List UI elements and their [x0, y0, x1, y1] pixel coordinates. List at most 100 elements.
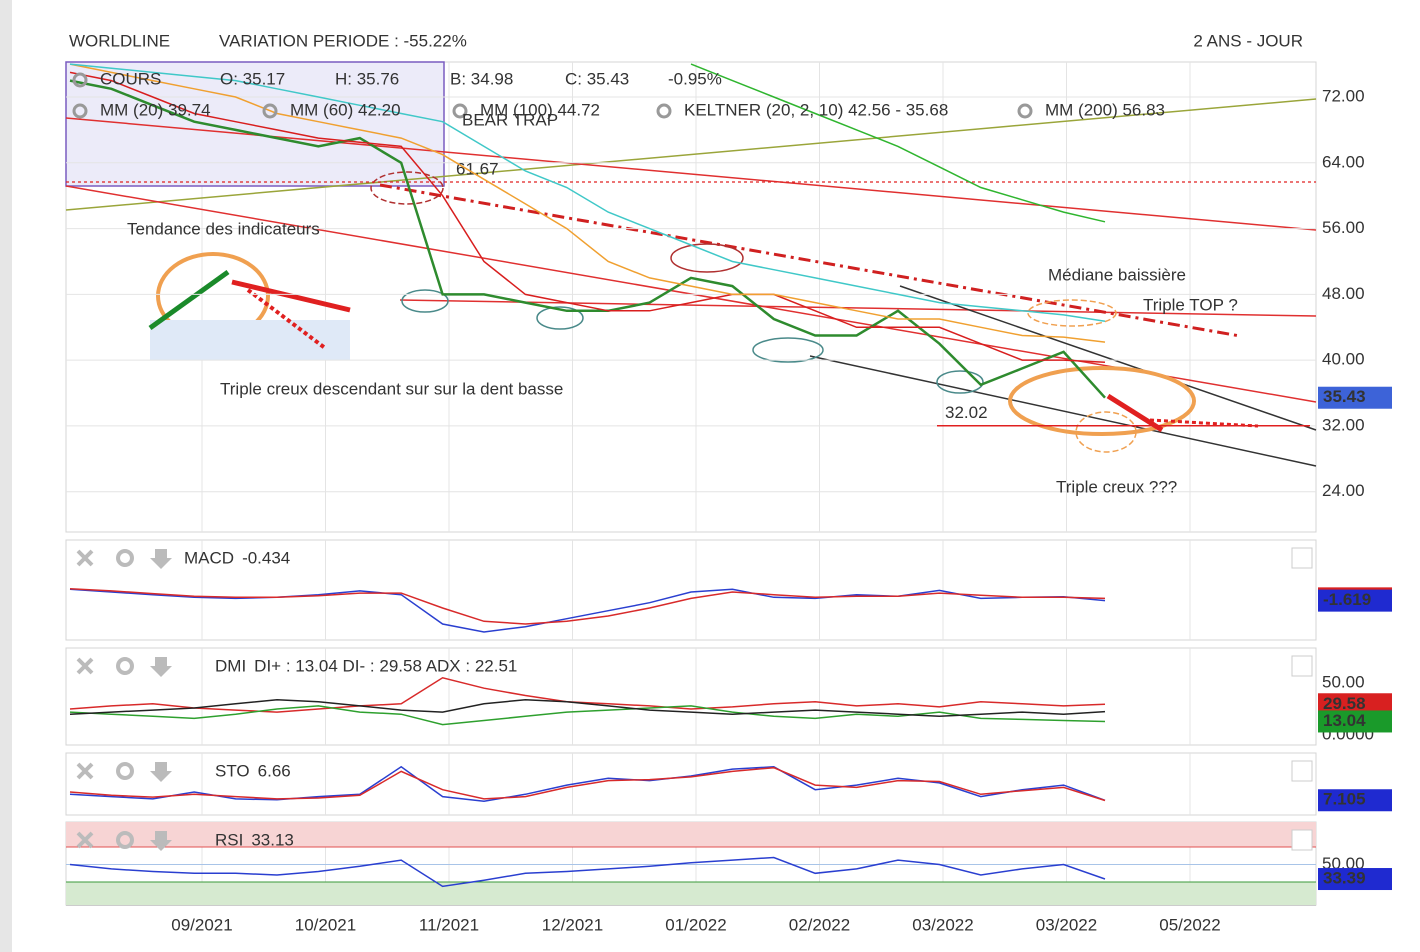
- panel-value: 33.13: [251, 830, 294, 849]
- settings-icon: [116, 549, 134, 567]
- value-label: 29.58: [1323, 694, 1366, 713]
- legend-title: COURS: [100, 69, 161, 88]
- legend-gear: [452, 103, 468, 119]
- y-tick-label: 32.00: [1322, 415, 1365, 434]
- annotation: BEAR TRAP: [462, 110, 558, 129]
- series-line: [690, 63, 1106, 223]
- period: 2 ANS - JOUR: [1193, 31, 1303, 50]
- value-box: [1318, 789, 1392, 812]
- highlight: [150, 320, 350, 360]
- trend-line: [65, 98, 1317, 211]
- median-line: [379, 183, 1241, 338]
- legend-entry: MM (100) 44.72: [480, 100, 600, 119]
- legend-entry: KELTNER (20, 2, 10) 42.56 - 35.68: [684, 100, 948, 119]
- x-tick-label: 12/2021: [542, 915, 603, 934]
- ellipse: [370, 171, 444, 205]
- ellipse: [1075, 411, 1137, 453]
- value-label: 35.43: [1323, 387, 1366, 406]
- resistance-line: [899, 285, 1317, 431]
- y-tick-label: 56.00: [1322, 218, 1365, 237]
- value-label: -1.619: [1323, 590, 1371, 609]
- ellipse: [536, 306, 584, 330]
- ellipse: [401, 289, 449, 313]
- value-box: [1318, 589, 1392, 612]
- ellipse: [1027, 299, 1117, 327]
- ellipse: [670, 243, 744, 273]
- ellipse: [936, 370, 984, 394]
- ohlc-item: H: 35.76: [335, 69, 399, 88]
- series-line: [69, 766, 1106, 802]
- arrow: [1106, 393, 1164, 433]
- level-label: 61.67: [456, 159, 499, 178]
- x-tick-label: 09/2021: [171, 915, 232, 934]
- x-axis-strip: [66, 905, 1316, 906]
- annotation: Tendance des indicateurs: [127, 219, 320, 238]
- ohlc-item: B: 34.98: [450, 69, 513, 88]
- close-icon: [76, 657, 94, 675]
- legend-gear: [1017, 103, 1033, 119]
- series-line: [69, 676, 1106, 713]
- series-line: [69, 63, 1106, 343]
- y-tick-label: 24.00: [1322, 481, 1365, 500]
- move-icon: [150, 657, 172, 677]
- ohlc-item: O: 35.17: [220, 69, 285, 88]
- arrow: [246, 288, 327, 350]
- level-label: 32.02: [945, 403, 988, 422]
- series-line: [69, 71, 1106, 364]
- variation: VARIATION PERIODE : -55.22%: [219, 31, 467, 50]
- x-tick-label: 10/2021: [295, 915, 356, 934]
- value-label: 13.04: [1323, 711, 1366, 730]
- y-tick-label: 48.00: [1322, 284, 1365, 303]
- close-icon: [76, 762, 94, 780]
- zone-high: [66, 822, 1316, 848]
- move-icon: [150, 831, 172, 851]
- ohlc-item: -0.95%: [668, 69, 722, 88]
- x-tick-label: 11/2021: [419, 915, 479, 934]
- checkbox: [1291, 655, 1313, 677]
- annotation: Triple creux ???: [1056, 477, 1177, 496]
- legend-gear: [72, 72, 88, 88]
- arrow: [231, 279, 351, 313]
- side-strip: [0, 0, 12, 952]
- y-tick-label: 72.00: [1322, 87, 1365, 106]
- value-box: [1318, 710, 1392, 733]
- arrow: [148, 269, 230, 331]
- x-tick-label: 03/2022: [912, 915, 973, 934]
- y-tick-label: 50.00: [1322, 673, 1365, 692]
- series-line: [69, 698, 1106, 718]
- legend-gear: [262, 103, 278, 119]
- checkbox: [1291, 547, 1313, 569]
- legend-entry: MM (200) 56.83: [1045, 100, 1165, 119]
- checkbox: [1291, 760, 1313, 782]
- series-line: [69, 588, 1106, 633]
- series-line: [69, 588, 1106, 625]
- legend-gear: [72, 103, 88, 119]
- value-box: [1318, 868, 1392, 891]
- value-box: [1318, 386, 1392, 409]
- move-icon: [150, 762, 172, 782]
- support-line: [809, 355, 1317, 467]
- close-icon: [76, 831, 94, 849]
- annotation: Médiane baissière: [1048, 265, 1186, 284]
- ellipse: [1008, 366, 1196, 436]
- annotation: Triple TOP ?: [1143, 295, 1238, 314]
- settings-icon: [116, 831, 134, 849]
- series-line: [69, 705, 1106, 726]
- series-line: [69, 79, 1106, 399]
- panel-title: DMI: [215, 656, 246, 675]
- panel: [65, 647, 1317, 746]
- value-label: 7.105: [1323, 790, 1366, 809]
- ohlc-item: C: 35.43: [565, 69, 629, 88]
- panel: [65, 752, 1317, 816]
- series-line: [69, 63, 1106, 323]
- legend-entry: MM (60) 42.20: [290, 100, 401, 119]
- x-tick-label: 02/2022: [789, 915, 850, 934]
- channel-line: [399, 299, 1317, 317]
- move-icon: [150, 549, 172, 569]
- panel: [65, 539, 1317, 641]
- x-tick-label: 03/2022: [1036, 915, 1097, 934]
- close-icon: [76, 549, 94, 567]
- symbol: WORLDLINE: [69, 31, 170, 50]
- annotation: Triple creux descendant sur sur la dent …: [220, 379, 563, 398]
